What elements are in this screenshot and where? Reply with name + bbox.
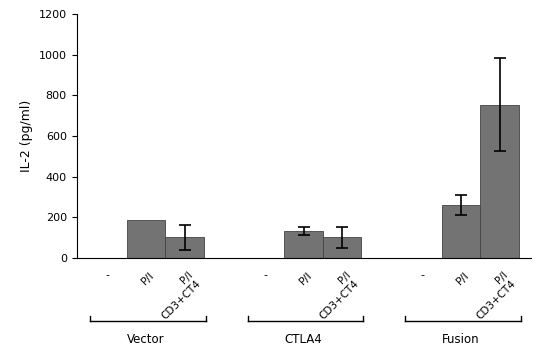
Text: P/I
CD3+CT4: P/I CD3+CT4	[310, 270, 360, 321]
Y-axis label: IL-2 (pg/ml): IL-2 (pg/ml)	[20, 100, 33, 172]
Bar	[323, 237, 362, 258]
Bar	[442, 205, 480, 258]
Text: Vector: Vector	[127, 333, 165, 346]
Bar	[284, 231, 323, 258]
Text: CTLA4: CTLA4	[284, 333, 323, 346]
Bar	[480, 105, 519, 258]
Text: -: -	[263, 270, 267, 280]
Bar	[127, 220, 165, 258]
Text: Fusion: Fusion	[443, 333, 480, 346]
Text: P/I: P/I	[455, 270, 472, 287]
Text: P/I: P/I	[139, 270, 156, 287]
Text: P/I
CD3+CT4: P/I CD3+CT4	[467, 270, 518, 321]
Text: -: -	[106, 270, 109, 280]
Text: P/I: P/I	[297, 270, 314, 287]
Text: P/I
CD3+CT4: P/I CD3+CT4	[152, 270, 203, 321]
Text: -: -	[421, 270, 424, 280]
Bar	[165, 237, 204, 258]
